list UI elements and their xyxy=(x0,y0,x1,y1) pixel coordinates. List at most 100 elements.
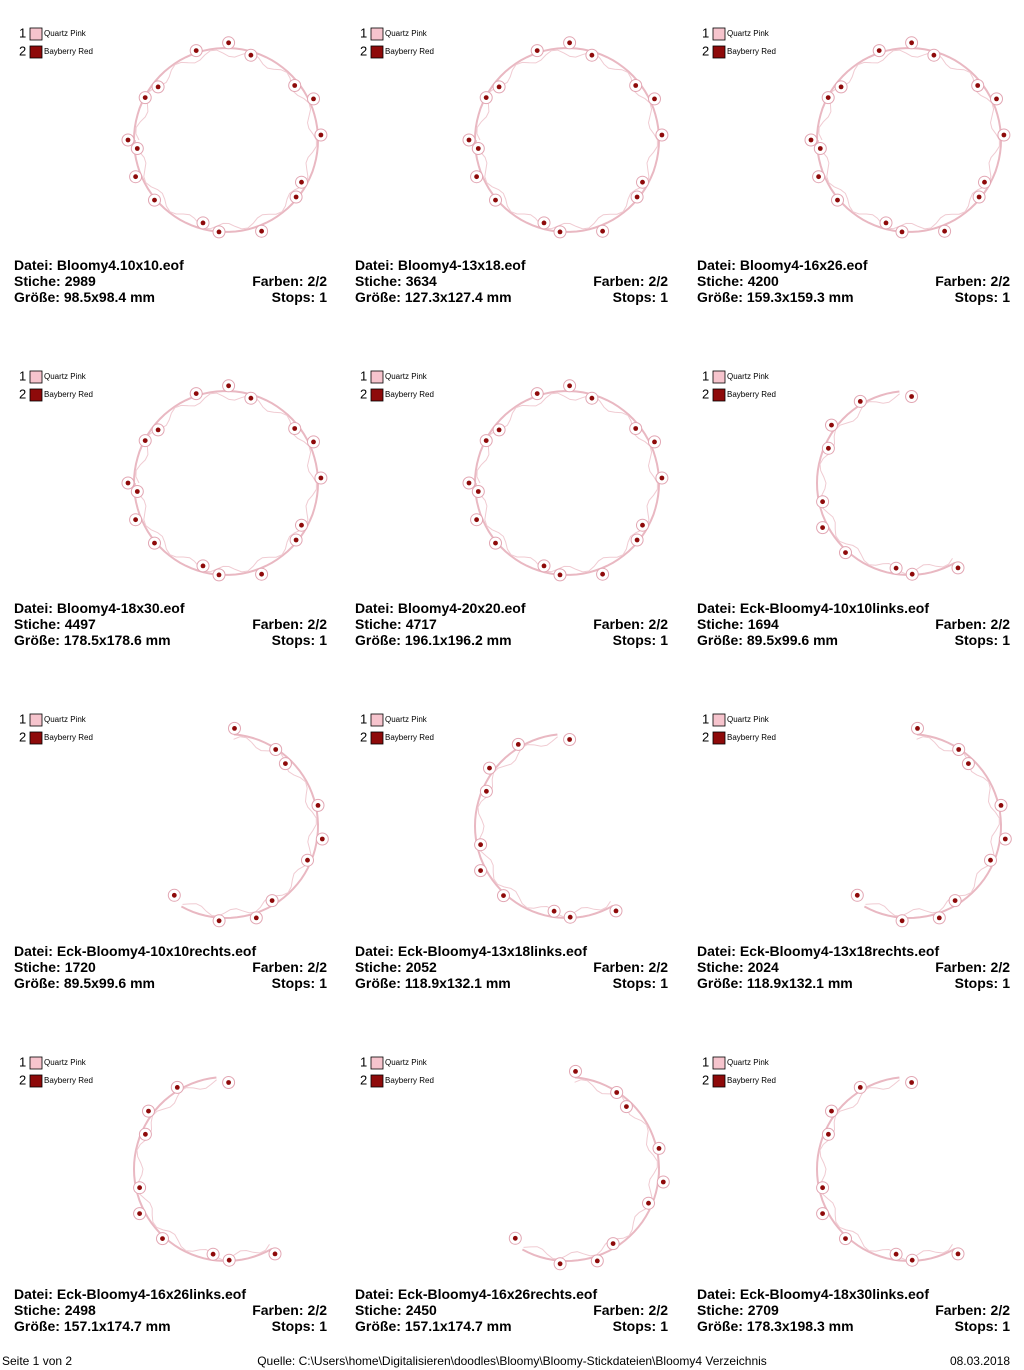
flower-center xyxy=(496,84,502,90)
flower-center xyxy=(826,1131,831,1137)
stitch-count-label: Stiche: xyxy=(697,959,744,975)
color-count-value: 2/2 xyxy=(308,616,328,632)
file-name: Datei: Bloomy4-16x26.eof xyxy=(697,257,868,273)
design-size: Größe: 157.1x174.7 mm xyxy=(14,1318,171,1334)
color-count-value: 2/2 xyxy=(649,616,669,632)
stitch-count-label: Stiche: xyxy=(14,616,61,632)
color-swatch xyxy=(370,370,384,384)
color-number: 2 xyxy=(19,43,26,58)
flower-center xyxy=(248,395,254,401)
file-name: Datei: Bloomy4-13x18.eof xyxy=(355,257,526,273)
color-count-label: Farben: xyxy=(252,1302,303,1318)
stop-count: Stops: 1 xyxy=(613,975,669,991)
flower-center xyxy=(200,220,206,226)
flower-center xyxy=(493,540,498,546)
flower-center xyxy=(299,522,304,528)
flower-center xyxy=(142,95,148,100)
stitch-count-value: 2450 xyxy=(406,1302,437,1318)
design-size-label: Größe: xyxy=(355,975,401,991)
design-size-label: Größe: xyxy=(14,975,60,991)
design-size: Größe: 157.1x174.7 mm xyxy=(355,1318,512,1334)
flower-center xyxy=(909,40,914,46)
file-name-label: Datei: xyxy=(14,943,53,959)
stitch-count-value: 2024 xyxy=(748,959,779,975)
flower-center xyxy=(942,228,947,234)
stitch-count-value: 3634 xyxy=(406,273,437,289)
flower-center xyxy=(253,915,259,921)
flower-center xyxy=(216,229,222,235)
stop-count-value: 1 xyxy=(319,975,327,991)
stop-count-label: Stops: xyxy=(613,1318,657,1334)
color-name: Bayberry Red xyxy=(385,390,434,399)
wreath-vine xyxy=(819,1079,953,1261)
color-name: Bayberry Red xyxy=(44,1076,93,1085)
stitch-count-value: 4497 xyxy=(65,616,96,632)
flower-center xyxy=(976,194,982,200)
wreath-vine xyxy=(133,47,320,233)
stitch-count: Stiche: 2024 xyxy=(697,959,779,975)
file-name-value: Eck-Bloomy4-18x30links.eof xyxy=(740,1286,929,1302)
color-number: 1 xyxy=(702,368,709,383)
design-size-label: Größe: xyxy=(14,632,60,648)
color-name: Bayberry Red xyxy=(727,390,776,399)
flower-center xyxy=(193,391,199,396)
flower-center xyxy=(226,1257,232,1263)
color-count-label: Farben: xyxy=(593,1302,644,1318)
color-number: 2 xyxy=(702,729,709,744)
design-size-label: Größe: xyxy=(697,1318,743,1334)
color-count-label: Farben: xyxy=(252,616,303,632)
color-name: Bayberry Red xyxy=(385,47,434,56)
stop-count: Stops: 1 xyxy=(955,632,1011,648)
flower-center xyxy=(820,1211,825,1216)
design-size-value: 89.5x99.6 mm xyxy=(747,632,838,648)
wreath-vine xyxy=(819,393,953,575)
color-name: Bayberry Red xyxy=(44,733,93,742)
flower-center xyxy=(567,383,572,389)
color-count-label: Farben: xyxy=(935,1302,986,1318)
file-name: Datei: Eck-Bloomy4-18x30links.eof xyxy=(697,1286,929,1302)
flower-center xyxy=(857,399,863,404)
wreath-vine xyxy=(523,1079,658,1260)
wreath-vine xyxy=(473,733,614,919)
flower-center xyxy=(318,475,324,481)
stop-count: Stops: 1 xyxy=(955,1318,1011,1334)
wreath-vine xyxy=(865,736,1000,917)
color-name: Quartz Pink xyxy=(44,29,87,38)
flower-center xyxy=(515,742,521,747)
flower-center xyxy=(216,572,222,578)
wreath-vine xyxy=(817,49,1000,230)
flower-center xyxy=(817,146,823,151)
flower-center xyxy=(226,383,232,389)
design-card: 1 Quartz Pink 2 Bayberry Red Datei: Eck-Bloom… xyxy=(355,1054,670,1334)
flower-center xyxy=(232,726,237,731)
color-count: Farben: 2/2 xyxy=(593,1302,668,1318)
flower-center xyxy=(589,52,595,58)
flower-center xyxy=(146,1108,151,1114)
design-size-value: 127.3x127.4 mm xyxy=(405,289,512,305)
stitch-count-value: 2989 xyxy=(65,273,96,289)
color-number: 1 xyxy=(19,711,26,726)
file-name: Datei: Eck-Bloomy4-16x26rechts.eof xyxy=(355,1286,597,1302)
stop-count-value: 1 xyxy=(319,289,327,305)
flower-center xyxy=(956,747,962,752)
flower-center xyxy=(210,1251,216,1257)
flower-center xyxy=(484,788,489,794)
flower-center xyxy=(1002,836,1008,842)
wreath-vine xyxy=(475,392,658,573)
flower-center xyxy=(808,137,814,143)
design-size-value: 89.5x99.6 mm xyxy=(64,975,155,991)
color-count: Farben: 2/2 xyxy=(935,1302,1010,1318)
stop-count-value: 1 xyxy=(660,632,668,648)
date: 08.03.2018 xyxy=(950,1354,1010,1368)
stitch-count: Stiche: 2709 xyxy=(697,1302,779,1318)
design-size-label: Größe: xyxy=(14,289,60,305)
color-count-value: 2/2 xyxy=(991,959,1011,975)
color-number: 2 xyxy=(19,729,26,744)
color-number: 2 xyxy=(360,386,367,401)
color-swatch xyxy=(712,45,726,59)
source-path: Quelle: C:\Users\home\Digitalisieren\doo… xyxy=(257,1354,767,1368)
color-number: 2 xyxy=(702,43,709,58)
flower-center xyxy=(994,96,999,102)
flower-center xyxy=(475,146,481,151)
color-swatch xyxy=(370,713,384,727)
